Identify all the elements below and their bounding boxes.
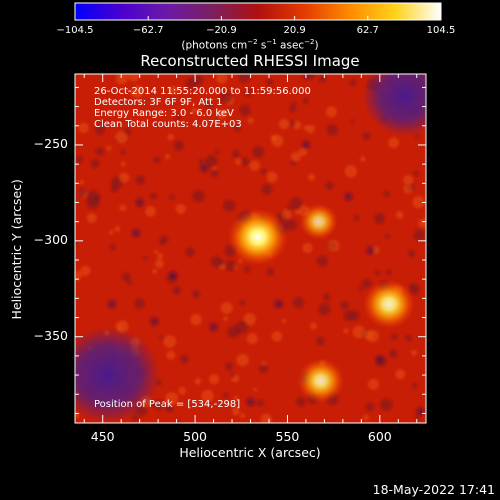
y-tick-label: −350 <box>33 327 68 343</box>
colorbar-tick-label: −62.7 <box>132 25 164 36</box>
colorbar-tick-label: −104.5 <box>56 25 94 36</box>
colorbar-tick-label: −20.9 <box>206 25 237 36</box>
chart-title: Reconstructed RHESSI Image <box>140 52 360 70</box>
colorbar-tick-label: 62.7 <box>356 25 379 36</box>
observation-info: 26-Oct-2014 11:55:20.000 to 11:59:56.000… <box>94 86 311 130</box>
info-detectors: Detectors: 3F 6F 9F, Att 1 <box>94 97 223 108</box>
info-time-range: 26-Oct-2014 11:55:20.000 to 11:59:56.000 <box>94 86 311 97</box>
y-axis-label: Heliocentric Y (arcsec) <box>8 179 24 320</box>
info-total-counts: Clean Total counts: 4.07E+03 <box>94 119 242 130</box>
colorbar-gradient <box>75 3 441 20</box>
info-energy-range: Energy Range: 3.0 - 6.0 keV <box>94 108 234 119</box>
colorbar-units: (photons cm−2 s−1 asec−2) <box>181 38 319 52</box>
emission-source <box>227 208 288 266</box>
y-tick-label: −300 <box>33 231 68 247</box>
colorbar-tick-label: 104.5 <box>426 25 456 36</box>
x-axis-label: Heliocentric X (arcsec) <box>179 445 321 460</box>
emission-source <box>363 279 415 329</box>
x-tick-label: 600 <box>367 429 392 444</box>
low-flux-region-bottom-left <box>75 327 160 423</box>
emission-source <box>299 203 339 240</box>
x-tick-label: 550 <box>275 429 300 444</box>
colorbar-tick-label: 20.9 <box>283 25 306 36</box>
peak-position-label: Position of Peak = [534,-298] <box>94 399 241 410</box>
low-flux-region-top-right <box>363 74 426 136</box>
emission-source <box>297 358 345 404</box>
x-tick-label: 500 <box>183 429 207 444</box>
timestamp: 18-May-2022 17:41 <box>372 482 495 497</box>
colorbar <box>74 2 442 21</box>
y-tick-label: −250 <box>33 135 68 151</box>
x-tick-label: 450 <box>90 429 115 444</box>
colorbar-frame <box>74 2 442 21</box>
